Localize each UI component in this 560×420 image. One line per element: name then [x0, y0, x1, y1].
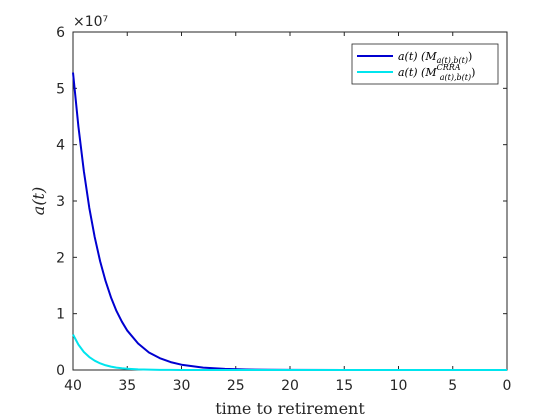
x-tick-label: 30	[173, 378, 191, 394]
y-tick-label: 2	[56, 250, 65, 266]
series-lines	[72, 72, 507, 371]
plot-area	[72, 31, 508, 371]
legend: a(t) (Ma(t),b(t))a(t) (MCRRA a(t),b(t))	[351, 43, 499, 85]
x-axis-label: time to retirement	[215, 399, 365, 418]
x-tick-label: 40	[64, 378, 82, 394]
y-tick-label: 3	[56, 194, 65, 210]
y-tick-label: 0	[56, 363, 65, 379]
x-tick-label: 35	[118, 378, 136, 394]
y-tick-label: 1	[56, 307, 65, 323]
x-tick-label: 20	[281, 378, 299, 394]
y-scale-exponent: ×10⁷	[73, 14, 108, 30]
x-tick-label: 0	[503, 378, 512, 394]
x-tick-label: 15	[335, 378, 353, 394]
y-tick-label: 4	[56, 138, 65, 154]
x-tick-label: 25	[227, 378, 245, 394]
legend-box	[351, 43, 499, 85]
series-line-2	[72, 334, 507, 371]
y-axis-label: a(t)	[29, 187, 48, 215]
legend-entry-2: a(t) (MCRRA a(t),b(t))	[398, 63, 475, 82]
y-tick-label: 5	[56, 81, 65, 97]
x-tick-label: 10	[390, 378, 408, 394]
x-tick-label: 5	[448, 378, 457, 394]
legend-entry-1: a(t) (Ma(t),b(t))	[398, 50, 472, 65]
y-tick-label: 6	[56, 25, 65, 41]
